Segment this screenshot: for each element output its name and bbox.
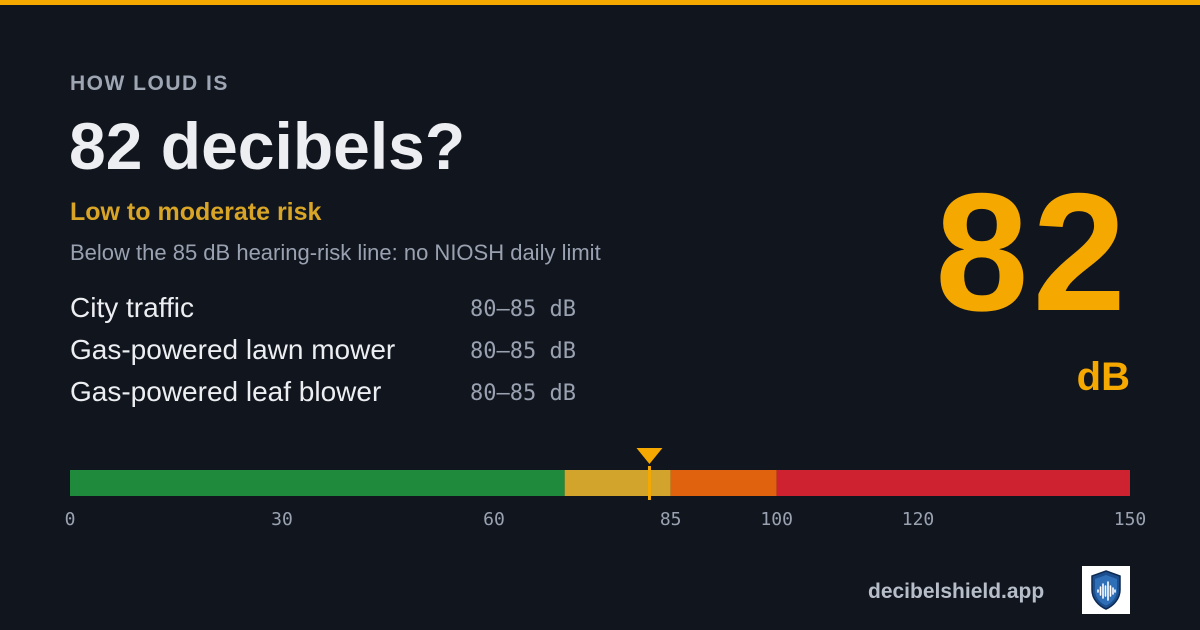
example-name: Gas-powered lawn mower [70,334,396,365]
level-marker-pointer [636,448,663,464]
shield-soundwave-icon [1082,566,1130,614]
top-accent-bar [0,0,1200,5]
example-range: 80–85 dB [470,339,576,364]
example-name: Gas-powered leaf blower [70,376,382,407]
example-range: 80–85 dB [470,297,576,322]
scale-tick-label: 60 [483,509,505,530]
scale-tick-label: 0 [65,509,76,530]
risk-description: Below the 85 dB hearing-risk line: no NI… [70,240,601,265]
scale-segment [70,470,565,496]
risk-level-label: Low to moderate risk [70,198,322,226]
scale-tick-label: 120 [902,509,935,530]
decibel-scale: 0 30 60 85 100 120 150 [65,448,1147,530]
example-row: Gas-powered lawn mower 80–85 dB [70,332,630,374]
scale-segment [776,470,1130,496]
scale-tick-label: 150 [1114,509,1147,530]
scale-segment [670,470,777,496]
example-name: City traffic [70,292,194,323]
example-row: Gas-powered leaf blower 80–85 dB [70,374,630,416]
page-title: 82 decibels? [69,109,466,183]
kicker-label: HOW LOUD IS [70,72,229,95]
decibel-value: 82 [935,158,1130,346]
scale-tick-label: 30 [271,509,293,530]
scale-tick-label: 100 [760,509,793,530]
examples-list: City traffic 80–85 dB Gas-powered lawn m… [70,290,630,416]
example-range: 80–85 dB [470,381,576,406]
site-name[interactable]: decibelshield.app [868,580,1045,603]
decibel-unit: dB [1076,355,1130,399]
scale-tick-label: 85 [660,509,682,530]
example-row: City traffic 80–85 dB [70,290,630,332]
scale-segment [564,470,671,496]
